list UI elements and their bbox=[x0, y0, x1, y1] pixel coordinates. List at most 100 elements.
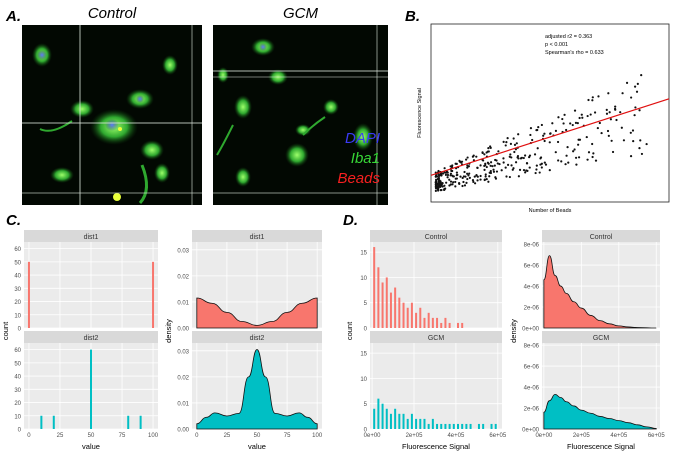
scatter-point bbox=[487, 180, 490, 183]
scatter-point bbox=[586, 114, 589, 118]
scatter-point bbox=[640, 152, 644, 156]
scatter-point bbox=[531, 138, 534, 142]
scatter-point bbox=[465, 158, 468, 161]
hist-bar-gcm bbox=[431, 418, 434, 429]
scatter-point bbox=[489, 146, 492, 149]
scatter-point bbox=[508, 155, 511, 158]
scatter-point bbox=[489, 161, 493, 164]
scatter-point bbox=[600, 131, 603, 135]
scatter-point bbox=[467, 174, 470, 177]
scatter-point bbox=[557, 159, 560, 162]
scatter-point bbox=[571, 123, 574, 127]
x-tick-label: 100 bbox=[148, 433, 159, 439]
scatter-point bbox=[634, 106, 637, 109]
x-tick-label: 50 bbox=[88, 433, 95, 439]
hist-bar-gcm bbox=[415, 418, 418, 429]
y-tick-label: 50 bbox=[14, 260, 21, 266]
hist-bar-gcm bbox=[461, 423, 464, 429]
y-tick-label: 4e-06 bbox=[524, 386, 540, 392]
scatter-point bbox=[498, 162, 501, 166]
scatter-point bbox=[494, 176, 497, 179]
scatter-point bbox=[587, 98, 590, 102]
hist-bar-gcm bbox=[381, 403, 384, 429]
scatter-point bbox=[565, 128, 568, 132]
control-micrograph-svg bbox=[22, 25, 202, 205]
hist-bar-control bbox=[461, 322, 464, 328]
gcm-micrograph: DAPI Iba1 Beads bbox=[213, 25, 388, 205]
hist-bar-gcm bbox=[436, 423, 439, 429]
hist-bar-control bbox=[423, 317, 426, 328]
y-tick-label: 20 bbox=[14, 401, 21, 407]
scatter-point bbox=[556, 140, 560, 144]
hist-bar-gcm bbox=[490, 423, 493, 429]
scatter-point bbox=[631, 129, 635, 132]
scatter-point bbox=[484, 175, 487, 178]
facet-strip-label: dist2 bbox=[250, 335, 265, 342]
scatter-point bbox=[525, 162, 529, 165]
hist-bar-dist2 bbox=[90, 349, 92, 429]
scatter-point bbox=[575, 163, 578, 166]
scatter-point bbox=[437, 169, 440, 173]
stat-rho: Spearman's rho = 0.633 bbox=[545, 50, 604, 56]
hist-bar-gcm bbox=[406, 418, 409, 429]
y-tick-label: 8e-06 bbox=[524, 243, 540, 249]
density-area-dist1 bbox=[196, 297, 318, 329]
hist-bar-control bbox=[457, 322, 459, 328]
x-tick-label: 0e+00 bbox=[535, 433, 553, 439]
scatter-point bbox=[560, 160, 563, 163]
scatter-point bbox=[437, 179, 440, 182]
y-tick-label: 0.03 bbox=[177, 248, 189, 254]
hist-bar-gcm bbox=[377, 398, 380, 429]
hist-bar-gcm bbox=[394, 408, 397, 429]
x-tick-label: 0 bbox=[195, 433, 199, 439]
facet-strip-label: dist1 bbox=[250, 234, 265, 241]
panel-d-chart: Control 0 5 10 15 GCM 0 5 10 15 0e+00 2e+05 4e+05 6e+… bbox=[345, 230, 665, 451]
control-micrograph bbox=[22, 25, 202, 205]
scatter-point bbox=[506, 137, 509, 140]
scatter-point bbox=[475, 174, 478, 177]
d-densities: Control 0e+00 2e-06 4e-06 6e-06 8e-06 GCM 0e+00… bbox=[509, 230, 665, 451]
hist-bar-control bbox=[436, 317, 439, 328]
hist-bar-control bbox=[410, 302, 413, 328]
scatter-point bbox=[465, 181, 468, 184]
facet-strip bbox=[370, 331, 502, 343]
scatter-frame bbox=[430, 23, 670, 203]
hist-bar-gcm bbox=[410, 413, 413, 429]
y-tick-label: 2e-06 bbox=[524, 306, 540, 312]
scatter-point bbox=[441, 185, 444, 188]
scatter-point bbox=[535, 168, 538, 171]
facet-strip bbox=[542, 331, 660, 343]
x-tick-label: 0 bbox=[27, 433, 31, 439]
scatter-point bbox=[529, 133, 532, 137]
scatter-plot: adjusted r2 = 0.363 p < 0.001 Spearman's… bbox=[417, 23, 670, 214]
legend-beads: Beads bbox=[337, 170, 380, 187]
gcm-micrograph-svg bbox=[213, 25, 388, 205]
hist-bar-dist2 bbox=[127, 415, 130, 429]
scatter-point bbox=[510, 164, 513, 167]
hist-bar-dist2 bbox=[139, 415, 142, 429]
y-tick-label: 30 bbox=[14, 287, 21, 293]
y-tick-label: 60 bbox=[14, 247, 21, 253]
hist-bar-gcm bbox=[444, 423, 447, 429]
control-cells bbox=[32, 43, 178, 205]
scatter-point bbox=[591, 99, 594, 102]
scatter-point bbox=[489, 164, 492, 167]
scatter-point bbox=[437, 176, 441, 180]
scatter-point bbox=[485, 165, 488, 169]
scatter-point bbox=[607, 92, 610, 95]
scatter-point bbox=[636, 82, 639, 85]
scatter-point bbox=[449, 174, 452, 177]
scatter-point bbox=[483, 168, 486, 171]
scatter-point bbox=[537, 126, 540, 129]
scatter-xlabel: Number of Beads bbox=[529, 208, 572, 214]
scatter-point bbox=[554, 129, 558, 132]
scatter-point bbox=[437, 173, 441, 177]
scatter-point bbox=[454, 180, 457, 184]
scatter-point bbox=[605, 112, 609, 115]
scatter-point bbox=[633, 85, 637, 88]
scatter-point bbox=[639, 139, 642, 142]
hist-bar-gcm bbox=[494, 423, 497, 429]
scatter-point bbox=[518, 168, 522, 171]
scatter-point bbox=[589, 113, 592, 116]
scatter-point bbox=[597, 95, 600, 98]
